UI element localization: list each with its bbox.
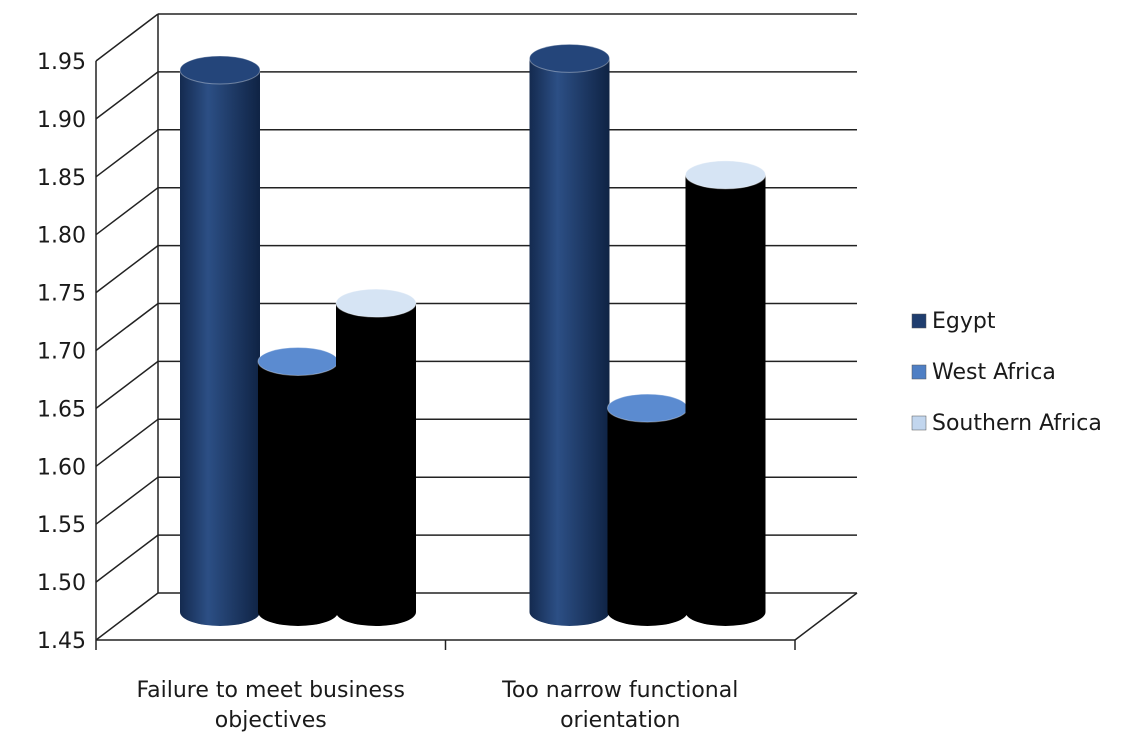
bar-top bbox=[607, 393, 688, 423]
bar-body bbox=[685, 174, 766, 627]
bar-egypt bbox=[529, 43, 610, 626]
y-tick-label: 1.75 bbox=[37, 282, 86, 307]
bar-egypt bbox=[179, 55, 261, 627]
side-gridline bbox=[95, 592, 159, 641]
y-tick-label: 1.80 bbox=[37, 224, 86, 249]
side-gridline bbox=[95, 71, 159, 120]
legend-label: West Africa bbox=[932, 360, 1056, 385]
category-label-line: Too narrow functional bbox=[501, 678, 738, 703]
bar-west-africa bbox=[257, 346, 339, 626]
x-category-label: Failure to meet business objectives bbox=[137, 678, 405, 733]
legend-label: Egypt bbox=[932, 309, 996, 334]
side-gridline bbox=[95, 476, 159, 525]
side-gridline bbox=[95, 360, 159, 409]
side-gridline bbox=[95, 129, 159, 178]
side-gridline bbox=[95, 534, 159, 583]
bar-top bbox=[529, 43, 610, 73]
side-gridline bbox=[95, 418, 159, 467]
legend-label: Southern Africa bbox=[932, 411, 1102, 436]
category-label-line: objectives bbox=[215, 708, 327, 733]
legend: Egypt West Africa Southern Africa bbox=[911, 309, 1102, 436]
labels-layer: 1.45 1.50 1.55 1.60 1.65 1.70 1.75 1.80 1.85 1.90… bbox=[37, 50, 738, 733]
y-tick-label: 1.55 bbox=[37, 513, 86, 538]
bar-body bbox=[529, 58, 610, 626]
legend-swatch bbox=[911, 313, 927, 329]
category-label-line: Failure to meet business bbox=[137, 678, 405, 703]
y-tick-label: 1.45 bbox=[37, 629, 86, 654]
side-gridline bbox=[95, 302, 159, 352]
side-gridline bbox=[95, 13, 159, 62]
side-gridline bbox=[95, 245, 159, 294]
bar-west-africa bbox=[607, 393, 688, 626]
legend-swatch bbox=[911, 415, 927, 431]
y-tick-label: 1.60 bbox=[37, 455, 86, 480]
y-tick-label: 1.85 bbox=[37, 166, 86, 191]
legend-swatch bbox=[911, 364, 927, 380]
x-category-label: Too narrow functional orientation bbox=[501, 678, 738, 733]
y-tick-label: 1.65 bbox=[37, 397, 86, 422]
floor-edge bbox=[794, 592, 858, 641]
y-tick-label: 1.90 bbox=[37, 108, 86, 133]
bar-top bbox=[335, 288, 417, 318]
y-tick-label: 1.50 bbox=[37, 571, 86, 596]
y-tick-label: 1.95 bbox=[37, 50, 86, 75]
y-tick-label: 1.70 bbox=[37, 340, 86, 365]
bar-body bbox=[258, 361, 338, 626]
bar-body bbox=[180, 69, 260, 627]
bar-southern-africa bbox=[685, 160, 766, 627]
bar-top bbox=[685, 160, 766, 190]
bar-southern-africa bbox=[335, 288, 417, 626]
bar-top bbox=[179, 55, 261, 85]
bars-layer bbox=[179, 43, 766, 627]
category-label-line: orientation bbox=[560, 708, 680, 733]
side-gridline bbox=[95, 187, 159, 236]
bar-body bbox=[336, 303, 416, 626]
bar-body bbox=[607, 408, 688, 626]
bar-top bbox=[257, 346, 339, 376]
